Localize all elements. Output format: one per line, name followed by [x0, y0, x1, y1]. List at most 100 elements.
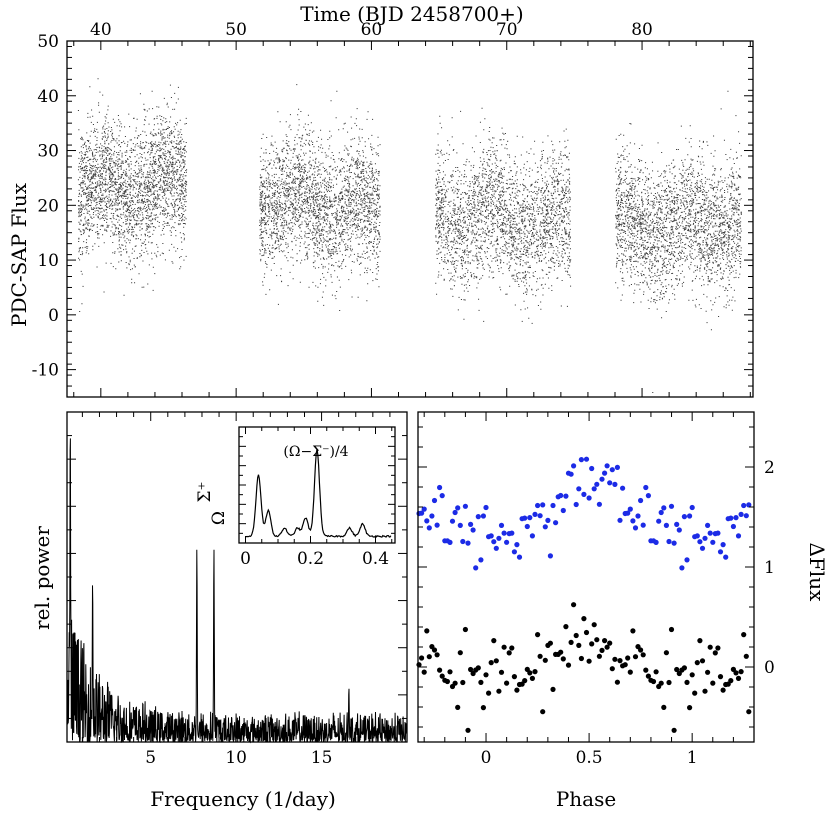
blue-phase-point	[437, 484, 443, 491]
light-curve-frame	[66, 40, 754, 398]
blue-phase-point	[475, 514, 481, 520]
black-phase-point	[596, 653, 603, 659]
inset-ticks: 0 0.2 0.4	[239, 427, 395, 569]
black-phase-point	[501, 644, 507, 650]
black-phase-point	[702, 688, 708, 694]
blue-phase-point	[663, 522, 670, 529]
periodogram-panel: 5 10 15 Frequency (1/day) rel. power Σ⁺ Ω …	[30, 411, 408, 811]
light-curve-points	[77, 78, 742, 393]
black-phase-point	[568, 639, 574, 646]
black-phase-point	[419, 655, 425, 661]
black-phase-point	[421, 669, 427, 675]
blue-phase-point	[545, 517, 551, 524]
blue-phase-point	[681, 514, 688, 520]
black-phase-point	[527, 670, 533, 676]
black-phase-point	[431, 647, 438, 653]
blue-phase-point	[421, 506, 427, 512]
black-phase-point	[699, 658, 706, 664]
blue-phase-point	[529, 533, 536, 539]
black-phase-point	[578, 655, 585, 662]
black-phase-point	[447, 669, 453, 675]
black-phase-point	[666, 679, 672, 686]
time-tick-label: 70	[496, 20, 518, 40]
delta-flux-axis-title: ΔFlux	[805, 543, 829, 603]
black-phase-point	[684, 679, 690, 686]
black-phase-point	[465, 727, 471, 733]
blue-phase-point	[514, 542, 520, 548]
blue-phase-point	[573, 501, 579, 508]
black-phase-point	[658, 680, 664, 686]
time-tick-label: 80	[631, 20, 653, 40]
black-phase-point	[746, 709, 752, 715]
black-phase-point	[529, 675, 536, 682]
black-phase-point	[563, 624, 569, 630]
blue-phase-point	[702, 535, 708, 541]
blue-phase-point	[627, 506, 633, 512]
blue-phase-point	[483, 504, 489, 511]
black-phase-point	[707, 644, 713, 650]
blue-phase-point	[735, 533, 742, 539]
blue-phase-point	[717, 549, 724, 555]
black-phase-point	[576, 642, 582, 649]
black-phase-point	[661, 704, 667, 711]
blue-phase-point	[676, 527, 682, 533]
black-phase-point	[694, 660, 700, 666]
black-phase-point	[532, 669, 538, 675]
black-phase-point	[602, 638, 608, 644]
blue-phase-point	[501, 530, 507, 536]
black-phase-point	[444, 678, 450, 685]
blue-phase-point	[527, 515, 533, 521]
blue-phase-point	[625, 510, 631, 516]
black-phase-point	[583, 629, 590, 636]
blue-phase-point	[738, 511, 744, 517]
flux-tick-label: 10	[37, 251, 59, 271]
black-phase-point	[689, 672, 695, 678]
blue-phase-point	[449, 518, 456, 524]
blue-phase-point	[599, 476, 605, 482]
blue-phase-point	[504, 539, 510, 545]
blue-phase-point	[617, 517, 623, 523]
black-phase-point	[663, 650, 670, 656]
black-phase-point	[604, 644, 610, 650]
blue-phase-point	[635, 513, 641, 519]
blue-phase-point	[542, 524, 548, 530]
black-phase-point	[671, 727, 677, 733]
blue-phase-point	[473, 565, 479, 571]
black-phase-point	[591, 622, 597, 628]
blue-phase-point	[578, 457, 585, 463]
flux-tick-label: -10	[32, 361, 59, 381]
black-phase-point	[571, 602, 577, 608]
periodogram-spectrum	[66, 438, 408, 744]
black-phase-point	[480, 705, 486, 711]
blue-phase-point	[679, 565, 685, 571]
black-phase-point	[514, 687, 520, 693]
blue-phase-point	[498, 522, 505, 529]
blue-phase-point	[429, 513, 435, 519]
black-phase-point	[498, 669, 505, 675]
flux-tick-label: 40	[37, 87, 59, 107]
black-phase-point	[632, 654, 639, 660]
black-phase-point	[614, 679, 621, 685]
blue-phase-point	[478, 557, 484, 563]
blue-phase-point	[431, 497, 438, 504]
phase-frame	[417, 411, 755, 743]
blue-phase-point	[697, 539, 703, 545]
black-phase-point	[496, 688, 502, 694]
blue-phase-point	[516, 554, 523, 560]
blue-phase-point	[741, 502, 747, 509]
black-phase-point	[630, 628, 636, 634]
blue-phase-point	[550, 502, 556, 509]
black-phase-point	[681, 665, 688, 671]
black-phase-point	[509, 645, 515, 651]
blue-phase-point	[439, 493, 445, 499]
light-curve-panel: 40 50 60 70 80 50 40 30 20 10 0 -10 Time (BJD 24587…	[7, 2, 754, 398]
black-phase-point	[643, 667, 649, 673]
blue-phase-point	[563, 493, 569, 499]
flux-tick-label: 50	[37, 32, 59, 52]
black-phase-point	[455, 704, 461, 711]
black-phase-point	[488, 660, 494, 666]
black-phase-point	[687, 705, 693, 711]
blue-phase-point	[465, 540, 471, 546]
inset-tick-label: 0.2	[297, 549, 324, 569]
blue-phase-point	[643, 484, 649, 491]
